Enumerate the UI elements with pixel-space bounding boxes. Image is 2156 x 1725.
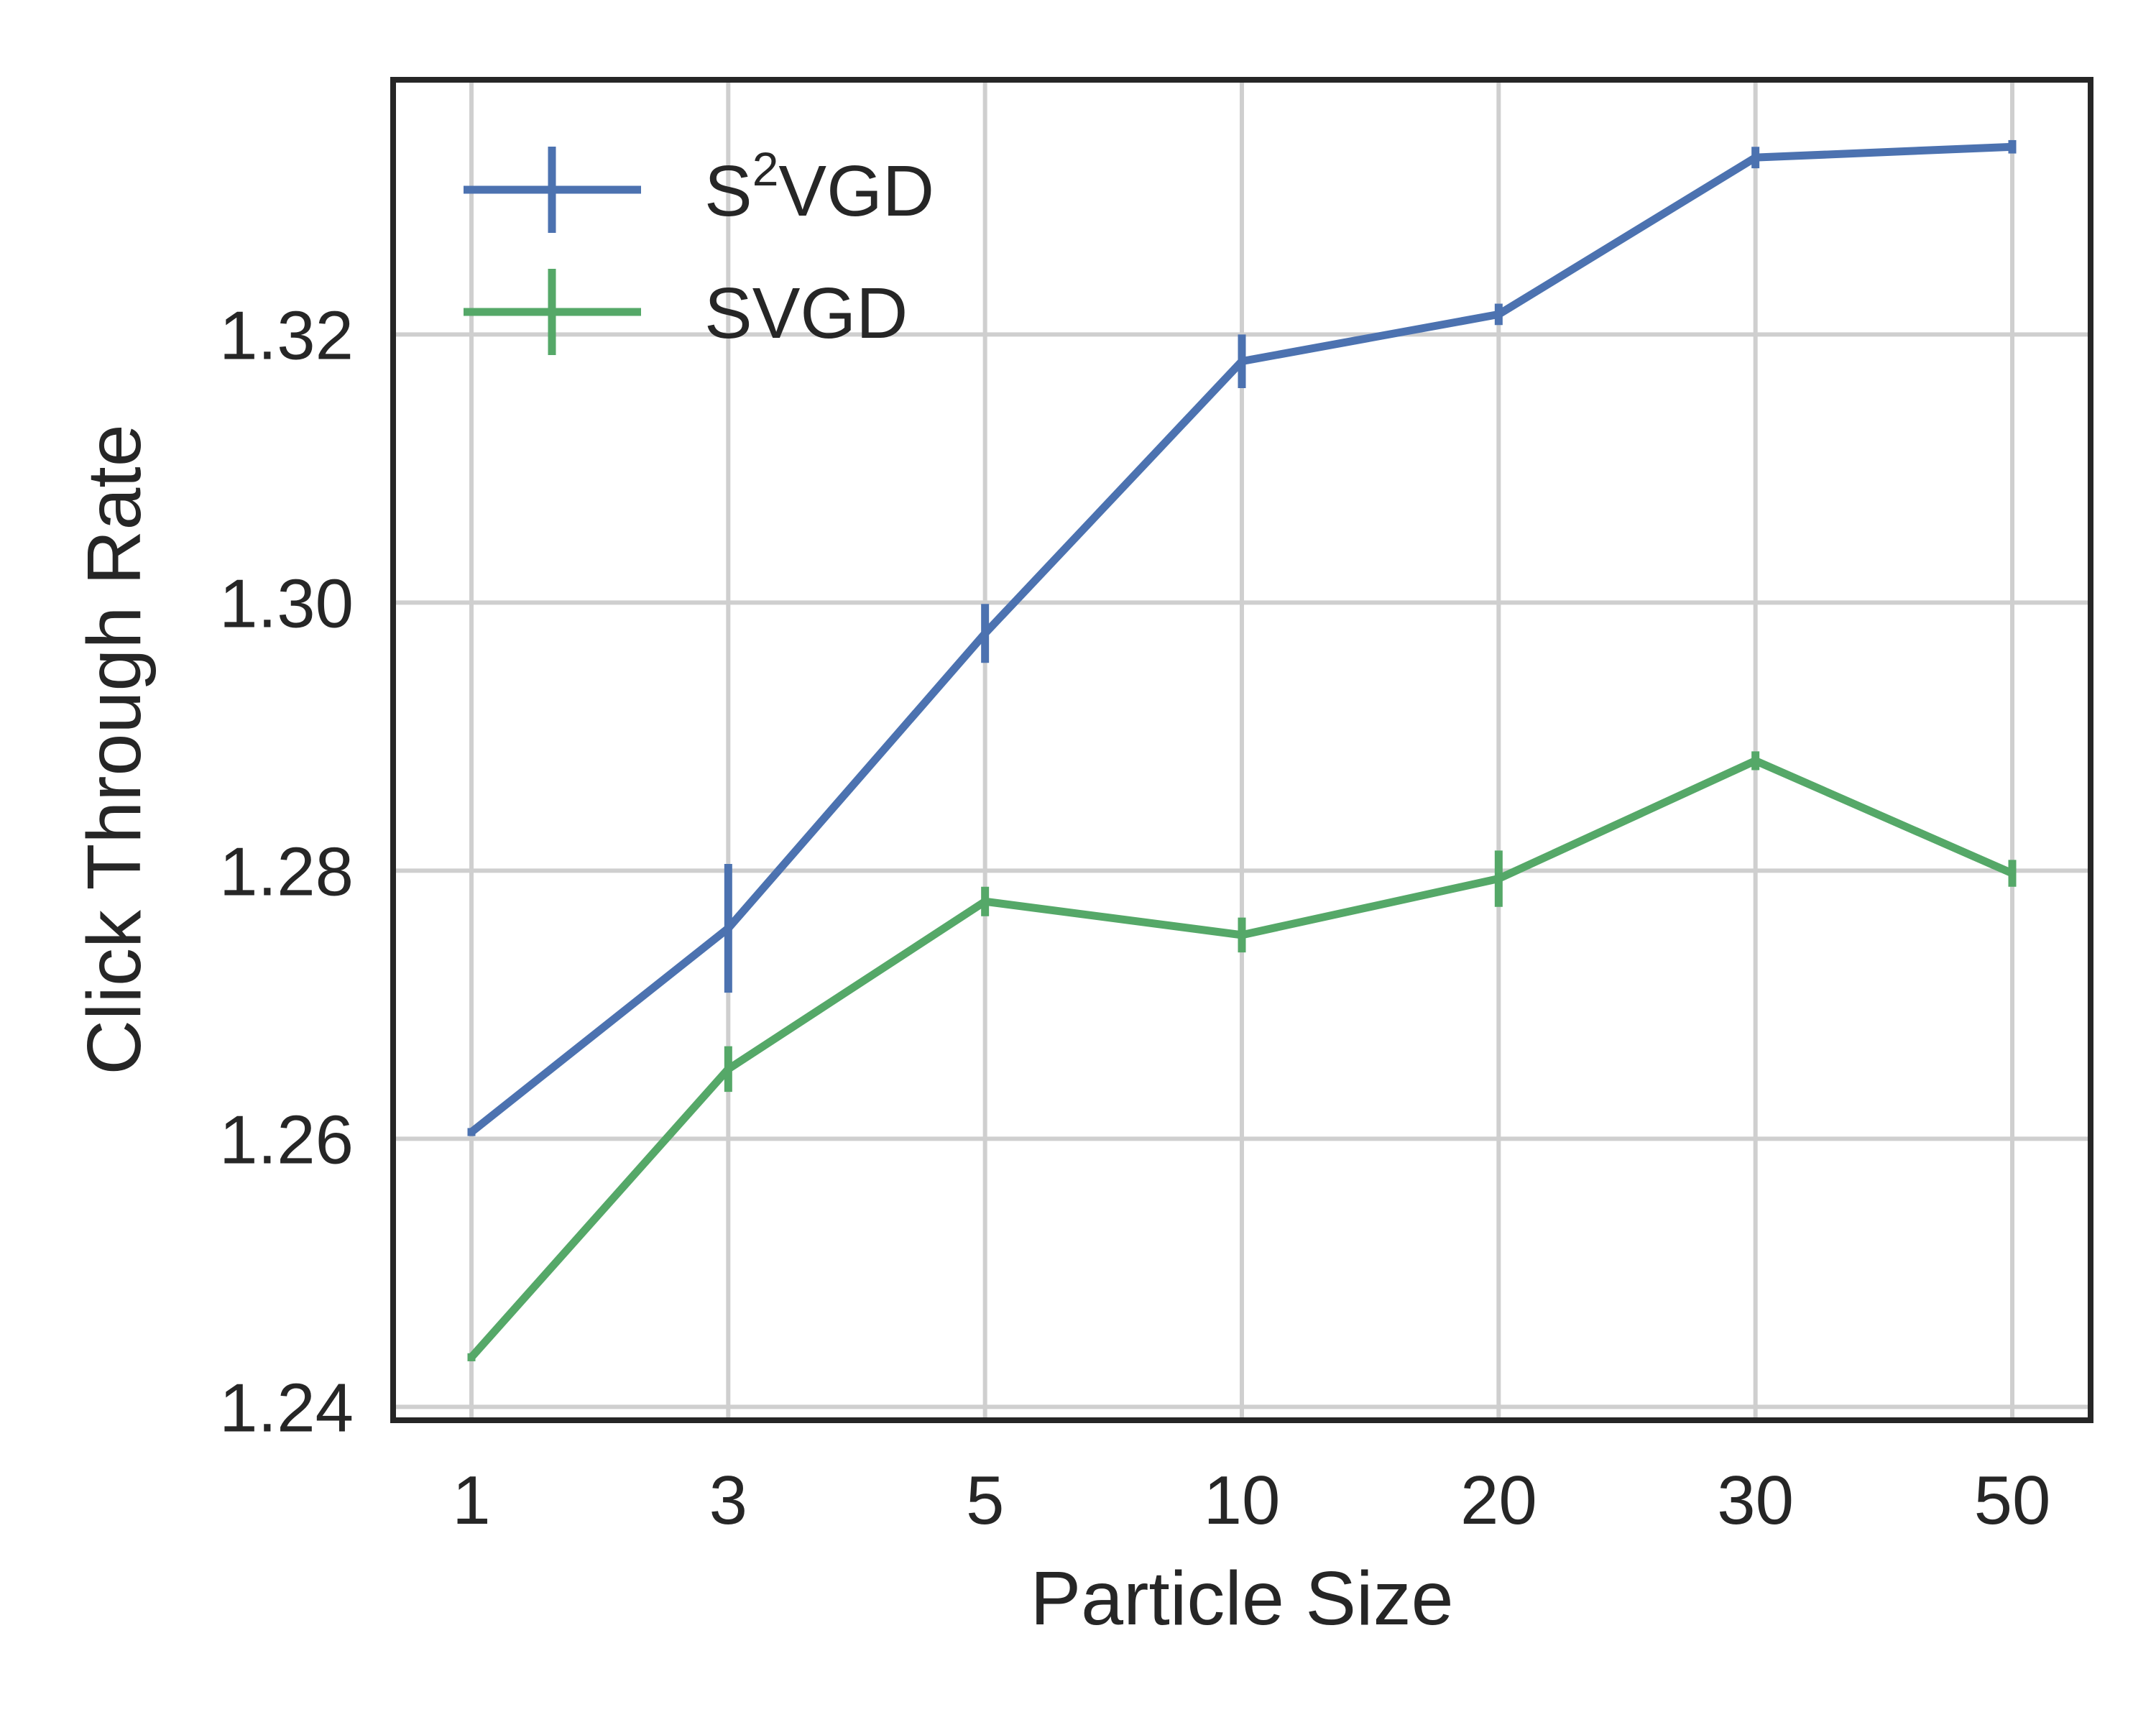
series-s2vgd — [467, 139, 2017, 1136]
y-tick-labels: 1.24 1.26 1.28 1.30 1.32 — [219, 297, 354, 1446]
data-point-s2vgd-3 — [725, 925, 732, 932]
data-point-svgd-10 — [1239, 932, 1245, 938]
data-point-svgd-3 — [725, 1066, 732, 1072]
legend-entry-svgd: SVGD — [464, 269, 908, 355]
x-tick-label-50: 50 — [1974, 1462, 2051, 1539]
series-svgd — [467, 751, 2017, 1361]
y-tick-label-1-28: 1.28 — [219, 833, 354, 910]
plot-frame — [390, 77, 2093, 1423]
data-point-svgd-30 — [1752, 758, 1759, 764]
data-point-s2vgd-20 — [1496, 311, 1502, 318]
grid — [393, 80, 2091, 1420]
x-tick-label-5: 5 — [966, 1462, 1004, 1539]
x-tick-label-30: 30 — [1717, 1462, 1794, 1539]
x-tick-label-1: 1 — [452, 1462, 490, 1539]
data-point-svgd-5 — [982, 898, 988, 905]
y-tick-label-1-24: 1.24 — [219, 1369, 354, 1446]
data-point-svgd-1 — [469, 1354, 474, 1361]
data-point-s2vgd-10 — [1239, 358, 1245, 364]
y-tick-label-1-30: 1.30 — [219, 565, 354, 642]
data-point-svgd-20 — [1496, 875, 1502, 882]
data-point-svgd-50 — [2009, 870, 2015, 877]
x-tick-labels: 1 3 5 10 20 30 50 — [452, 1462, 2050, 1539]
legend-label-s2vgd: S2VGD — [704, 142, 934, 231]
series-layer — [467, 139, 2017, 1361]
legend-entry-s2vgd: S2VGD — [464, 142, 934, 233]
x-tick-label-10: 10 — [1204, 1462, 1281, 1539]
x-axis-label: Particle Size — [1030, 1556, 1453, 1641]
data-point-s2vgd-50 — [2009, 144, 2015, 150]
legend-label-svgd: SVGD — [704, 273, 908, 354]
y-tick-label-1-32: 1.32 — [219, 297, 354, 374]
y-axis-label: Click Through Rate — [72, 424, 157, 1075]
legend: S2VGD SVGD — [464, 142, 934, 355]
data-point-s2vgd-1 — [469, 1129, 474, 1136]
data-point-s2vgd-5 — [982, 630, 988, 637]
x-tick-label-3: 3 — [709, 1462, 747, 1539]
x-tick-label-20: 20 — [1460, 1462, 1537, 1539]
data-point-s2vgd-30 — [1752, 155, 1759, 161]
y-tick-label-1-26: 1.26 — [219, 1101, 354, 1178]
